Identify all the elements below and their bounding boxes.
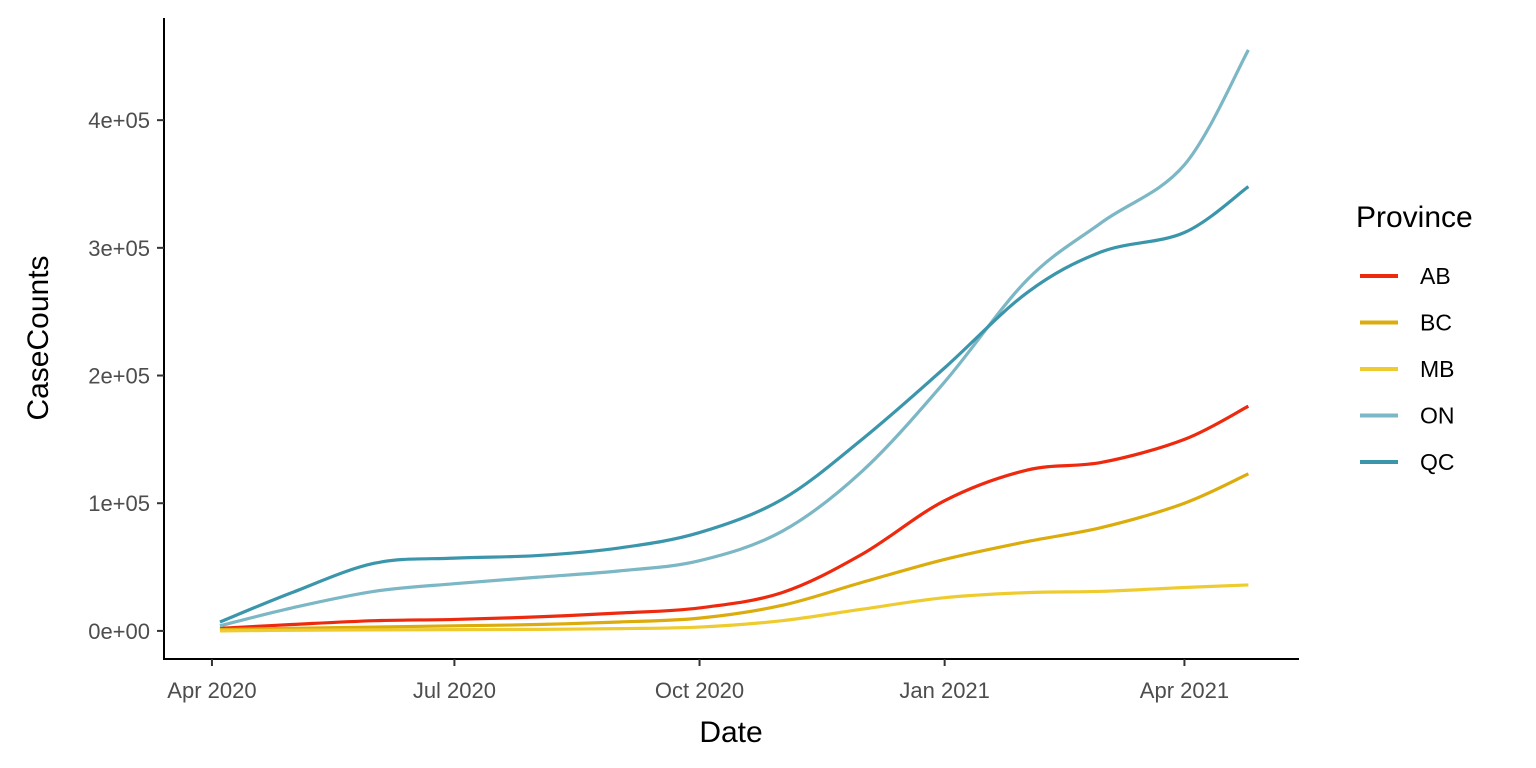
legend-title: Province bbox=[1356, 201, 1473, 234]
legend: Province AB BC MB ON QC bbox=[1356, 201, 1473, 475]
x-tick-label: Apr 2020 bbox=[167, 678, 256, 703]
series-line-ab bbox=[219, 404, 1250, 630]
x-axis-title: Date bbox=[699, 716, 762, 749]
y-tick-label: 4e+05 bbox=[88, 108, 150, 133]
y-axis-title: CaseCounts bbox=[22, 255, 55, 420]
x-tick-label: Jan 2021 bbox=[899, 678, 990, 703]
x-tick-label: Jul 2020 bbox=[413, 678, 496, 703]
legend-label-ab: AB bbox=[1420, 263, 1451, 289]
legend-label-mb: MB bbox=[1420, 356, 1455, 382]
series-line-on bbox=[219, 49, 1250, 628]
legend-label-on: ON bbox=[1420, 403, 1455, 429]
x-tick-label: Apr 2021 bbox=[1140, 678, 1229, 703]
legend-label-bc: BC bbox=[1420, 310, 1452, 336]
y-tick-label: 3e+05 bbox=[88, 236, 150, 261]
x-axis-ticks: Apr 2020 Jul 2020 Oct 2020 Jan 2021 Apr 2021 bbox=[167, 659, 1229, 703]
y-tick-label: 0e+00 bbox=[88, 619, 150, 644]
y-tick-label: 2e+05 bbox=[88, 364, 150, 389]
y-tick-label: 1e+05 bbox=[88, 491, 150, 516]
y-axis-ticks: 0e+00 1e+05 2e+05 3e+05 4e+05 bbox=[88, 108, 164, 644]
series-line-qc bbox=[219, 185, 1250, 624]
legend-label-qc: QC bbox=[1420, 449, 1455, 475]
series-line-bc bbox=[219, 472, 1250, 632]
series-layer bbox=[219, 49, 1250, 633]
series-line-mb bbox=[219, 583, 1249, 633]
x-tick-label: Oct 2020 bbox=[655, 678, 744, 703]
